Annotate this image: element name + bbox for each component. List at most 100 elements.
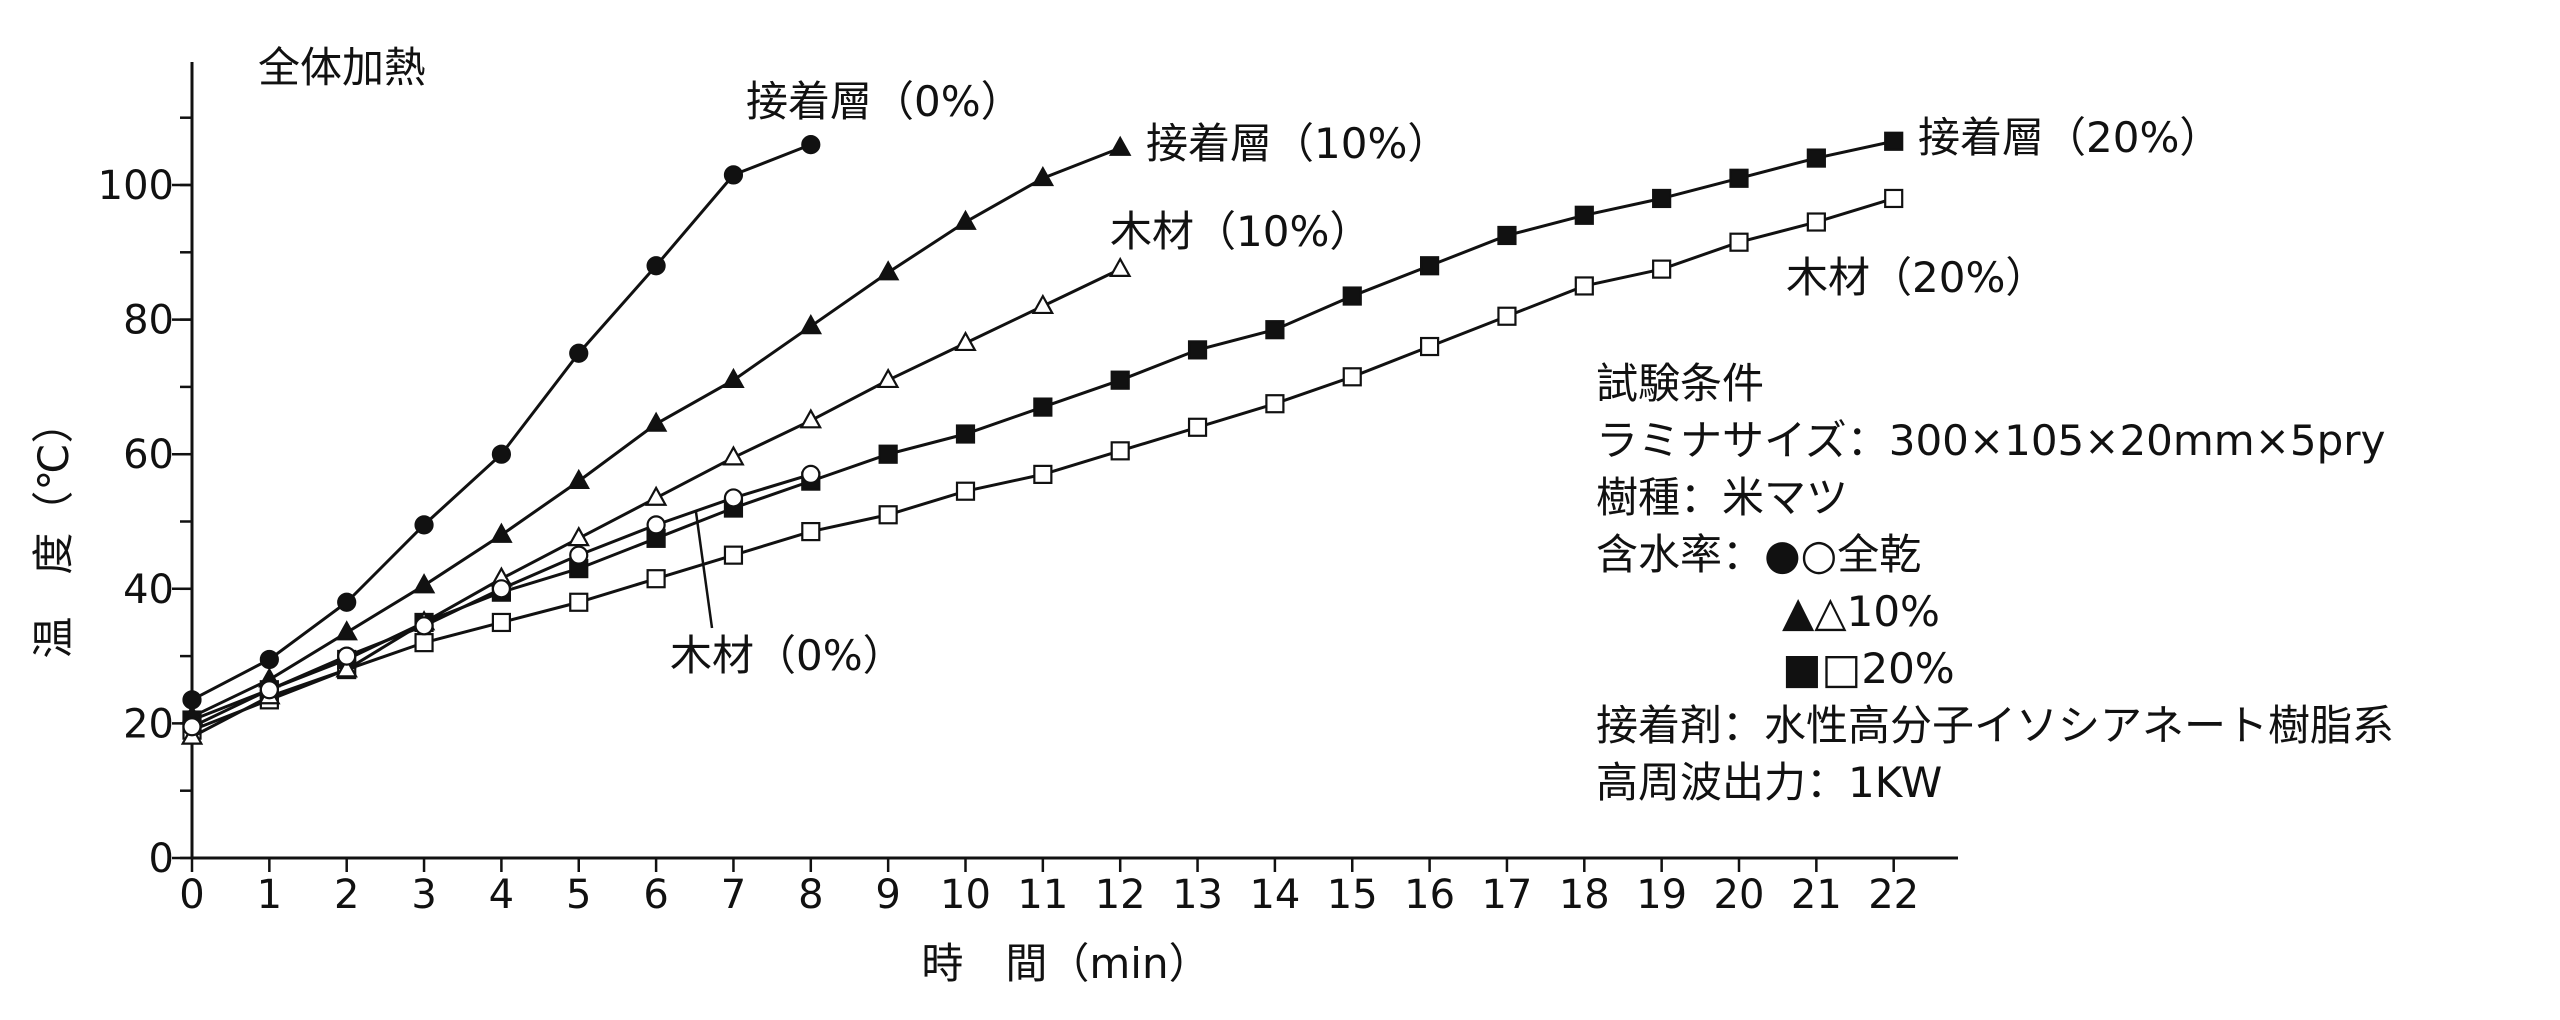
series-label: 木材（10%） <box>1110 207 1371 256</box>
data-point <box>1574 205 1594 225</box>
data-point <box>1110 370 1130 390</box>
conditions-line-species: 樹種：米マツ <box>1596 473 1848 522</box>
data-point <box>1108 135 1132 156</box>
chart-title: 全体加熱 <box>258 43 426 92</box>
x-tick-label: 5 <box>566 872 591 918</box>
series-label: 木材（20%） <box>1786 253 2047 302</box>
data-point <box>801 521 821 542</box>
data-point <box>644 411 668 432</box>
y-axis-title: 温 度（℃） <box>29 401 78 658</box>
data-point <box>878 505 898 525</box>
data-point <box>1652 259 1672 279</box>
x-tick-label: 3 <box>411 872 436 918</box>
data-point <box>414 515 434 535</box>
y-tick-label: 20 <box>123 701 174 747</box>
data-point <box>644 485 668 506</box>
data-point <box>182 717 202 737</box>
conditions-line-adhesive: 接着剤：水性高分子イソシアネート樹脂系 <box>1596 701 2394 750</box>
y-tick-label: 60 <box>123 432 174 478</box>
x-tick-label: 20 <box>1714 872 1765 918</box>
conditions-line-moisture-20: ■□20% <box>1782 644 1955 693</box>
conditions-line-power: 高周波出力：1KW <box>1596 758 1942 807</box>
data-point <box>567 468 590 490</box>
x-tick-label: 8 <box>798 872 823 918</box>
series-label-leader <box>694 511 714 629</box>
data-point <box>567 526 590 547</box>
data-point <box>569 545 589 565</box>
conditions-heading: 試験条件 <box>1596 359 1764 408</box>
data-point <box>491 444 511 464</box>
data-point <box>1342 367 1362 387</box>
x-tick-label: 22 <box>1868 872 1919 918</box>
data-point <box>1574 276 1594 296</box>
data-point <box>723 165 744 185</box>
data-point <box>801 135 821 155</box>
x-tick-label: 10 <box>940 872 991 918</box>
data-point <box>1033 397 1053 417</box>
x-tick-label: 9 <box>875 872 900 918</box>
conditions-line-moisture: 含水率：●○全乾 <box>1596 530 1921 579</box>
data-point <box>1884 188 1904 209</box>
data-point <box>723 488 744 508</box>
series-label: 接着層（10%） <box>1146 119 1449 168</box>
data-point <box>337 592 357 612</box>
data-point <box>1108 256 1132 278</box>
data-point <box>723 545 744 565</box>
series-line <box>191 146 1121 719</box>
data-point <box>569 592 589 612</box>
data-point <box>1031 293 1055 315</box>
data-point <box>799 408 823 429</box>
x-tick-label: 6 <box>643 872 668 918</box>
data-point <box>1031 165 1055 187</box>
data-point <box>335 620 358 641</box>
x-tick-label: 1 <box>257 872 282 918</box>
x-tick-label: 13 <box>1172 872 1223 918</box>
data-point <box>876 260 900 281</box>
data-point <box>1729 232 1749 252</box>
y-tick-label: 80 <box>123 298 174 344</box>
y-tick-label: 0 <box>149 836 174 882</box>
data-point <box>1806 148 1826 168</box>
x-tick-label: 4 <box>489 872 514 918</box>
data-point <box>1265 394 1285 414</box>
x-tick-label: 17 <box>1481 872 1532 918</box>
data-point <box>337 646 357 666</box>
data-point <box>954 209 977 230</box>
data-point <box>490 522 513 543</box>
y-tick-label: 40 <box>123 567 174 613</box>
data-point <box>646 569 666 589</box>
series-label: 接着層（20%） <box>1918 113 2221 162</box>
data-point <box>955 481 976 501</box>
series-label: 木材（0%） <box>670 631 905 680</box>
x-tick-label: 7 <box>721 872 746 918</box>
data-point <box>259 649 279 670</box>
data-point <box>1497 306 1517 326</box>
x-tick-label: 11 <box>1017 872 1068 918</box>
x-tick-label: 0 <box>179 872 204 918</box>
x-tick-label: 15 <box>1327 872 1378 918</box>
y-tick-label: 100 <box>98 163 174 209</box>
x-tick-label: 14 <box>1249 872 1300 918</box>
data-point <box>876 367 900 389</box>
data-point <box>1884 131 1904 151</box>
data-point <box>491 612 511 633</box>
ticks: 0 1 2 3 4 5 6 7 8 9 10 11 12 13 14 15 16 17 18 19 20 21 220204… <box>98 116 1919 918</box>
test-conditions: 試験条件 ラミナサイズ：300×105×20mm×5pry 樹種：米マツ 含水率… <box>1596 359 2394 807</box>
data-point <box>1342 286 1362 306</box>
data-point <box>722 445 745 466</box>
data-point <box>955 424 976 444</box>
data-point <box>259 680 279 700</box>
data-point <box>182 690 202 710</box>
data-point <box>799 314 823 335</box>
data-point <box>878 444 898 464</box>
data-point <box>569 343 589 363</box>
data-point <box>1110 441 1130 461</box>
series-5 <box>182 464 821 737</box>
data-point <box>646 515 666 535</box>
x-tick-label: 19 <box>1636 872 1687 918</box>
data-point <box>1419 256 1440 276</box>
x-tick-label: 2 <box>334 872 359 918</box>
x-tick-label: 21 <box>1791 872 1842 918</box>
x-axis-title: 時 間（min） <box>921 939 1210 988</box>
